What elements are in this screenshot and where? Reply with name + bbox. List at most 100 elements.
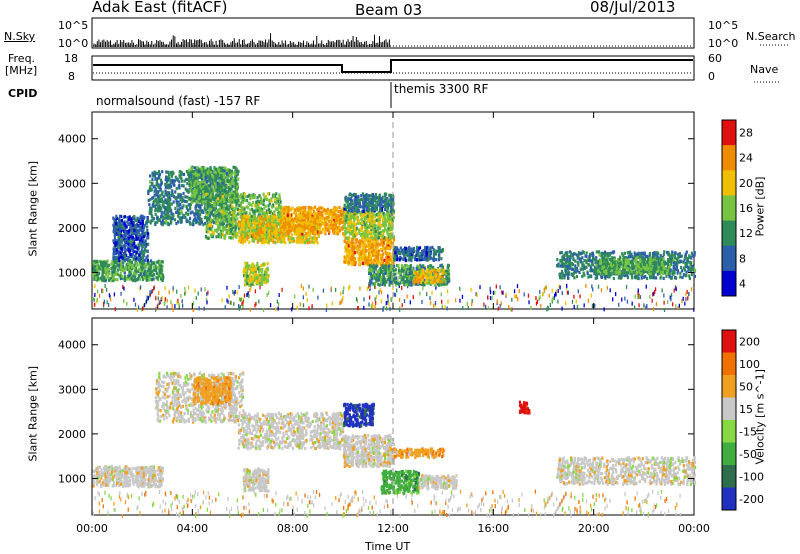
heatmap-cell [280, 224, 283, 228]
heatmap-cell [179, 207, 182, 211]
heatmap-cell [223, 183, 226, 187]
noise-mark [391, 297, 393, 302]
heatmap-cell [213, 203, 216, 207]
heatmap-cell [185, 204, 188, 208]
heatmap-cell [257, 231, 260, 235]
heatmap-cell [285, 234, 288, 238]
heatmap-cell [264, 268, 268, 272]
heatmap-cell [223, 192, 226, 196]
heatmap-cell [195, 219, 198, 224]
heatmap-cell [112, 229, 115, 233]
heatmap-cell [309, 209, 312, 214]
heatmap-cell [283, 211, 286, 215]
heatmap-cell [134, 279, 137, 283]
noise-mark [299, 302, 302, 307]
heatmap-cell [232, 213, 235, 217]
heatmap-cell [231, 200, 234, 204]
noise-mark [254, 289, 257, 294]
heatmap-cell [185, 219, 188, 224]
heatmap-cell [112, 276, 115, 280]
heatmap-cell [368, 245, 371, 249]
heatmap-cell [211, 184, 214, 188]
noise-mark [645, 284, 647, 289]
heatmap-cell [222, 216, 225, 220]
heatmap-cell [203, 188, 206, 193]
noise-mark [375, 294, 378, 299]
heatmap-cell [141, 255, 145, 259]
heatmap-cell [116, 224, 119, 228]
heatmap-cell [200, 167, 203, 171]
heatmap-cell [236, 217, 239, 221]
heatmap-cell [346, 254, 349, 258]
heatmap-cell [288, 230, 292, 234]
noise-mark [97, 289, 99, 294]
noise-mark [612, 297, 614, 302]
heatmap-cell [231, 177, 234, 181]
noise-mark [224, 305, 226, 310]
noise-mark [254, 303, 256, 308]
noise-mark [269, 303, 272, 308]
heatmap-cell [232, 219, 235, 223]
heatmap-cell [120, 224, 123, 228]
noise-mark [583, 303, 585, 308]
heatmap-cell [220, 210, 224, 214]
noise-mark [492, 290, 495, 295]
heatmap-cell [148, 209, 151, 213]
heatmap-cell [232, 217, 235, 221]
heatmap-cell [280, 209, 283, 213]
noise-mark [677, 306, 679, 311]
heatmap-cell [119, 261, 122, 265]
noise-mark [528, 300, 530, 305]
noise-mark [207, 290, 209, 295]
heatmap-cell [241, 241, 244, 245]
heatmap-cell [197, 197, 200, 201]
heatmap-cell [165, 170, 168, 174]
heatmap-cell [252, 218, 255, 222]
heatmap-cell [338, 222, 342, 226]
heatmap-cell [268, 229, 271, 233]
heatmap-cell [307, 237, 310, 241]
heatmap-cell [220, 222, 223, 226]
heatmap-cell [248, 272, 252, 276]
heatmap-cell [141, 248, 144, 252]
heatmap-cell [258, 223, 261, 228]
noise-mark [461, 294, 464, 299]
heatmap-cell [123, 268, 126, 272]
heatmap-cell [211, 192, 214, 197]
noise-mark [559, 285, 561, 290]
heatmap-cell [230, 191, 233, 196]
heatmap-cell [217, 172, 220, 176]
heatmap-cell [188, 168, 191, 172]
heatmap-cell [161, 273, 164, 277]
heatmap-cell [328, 209, 331, 213]
heatmap-cell [314, 230, 317, 234]
heatmap-cell [284, 241, 287, 245]
heatmap-cell [123, 254, 127, 258]
heatmap-cell [257, 228, 260, 232]
heatmap-cell [129, 252, 132, 257]
heatmap-cell [310, 222, 313, 226]
heatmap-cell [125, 263, 128, 267]
heatmap-cell [182, 204, 185, 208]
heatmap-cell [157, 169, 161, 174]
heatmap-cell [196, 194, 199, 198]
heatmap-cell [264, 214, 267, 219]
noise-mark [637, 295, 639, 300]
noise-mark [412, 295, 414, 300]
heatmap-cell [131, 227, 135, 231]
heatmap-cell [198, 198, 201, 203]
heatmap-cell [225, 229, 228, 233]
heatmap-cell [121, 276, 124, 280]
heatmap-cell [169, 216, 173, 220]
heatmap-cell [102, 260, 105, 265]
heatmap-cell [110, 273, 113, 277]
heatmap-cell [180, 176, 183, 180]
noise-mark [618, 302, 620, 307]
heatmap-cell [94, 264, 97, 268]
heatmap-cell [222, 179, 225, 183]
heatmap-cell [254, 229, 258, 233]
noise-mark [538, 296, 540, 301]
heatmap-cell [140, 226, 143, 230]
heatmap-cell [132, 245, 136, 249]
noise-mark [368, 295, 371, 300]
